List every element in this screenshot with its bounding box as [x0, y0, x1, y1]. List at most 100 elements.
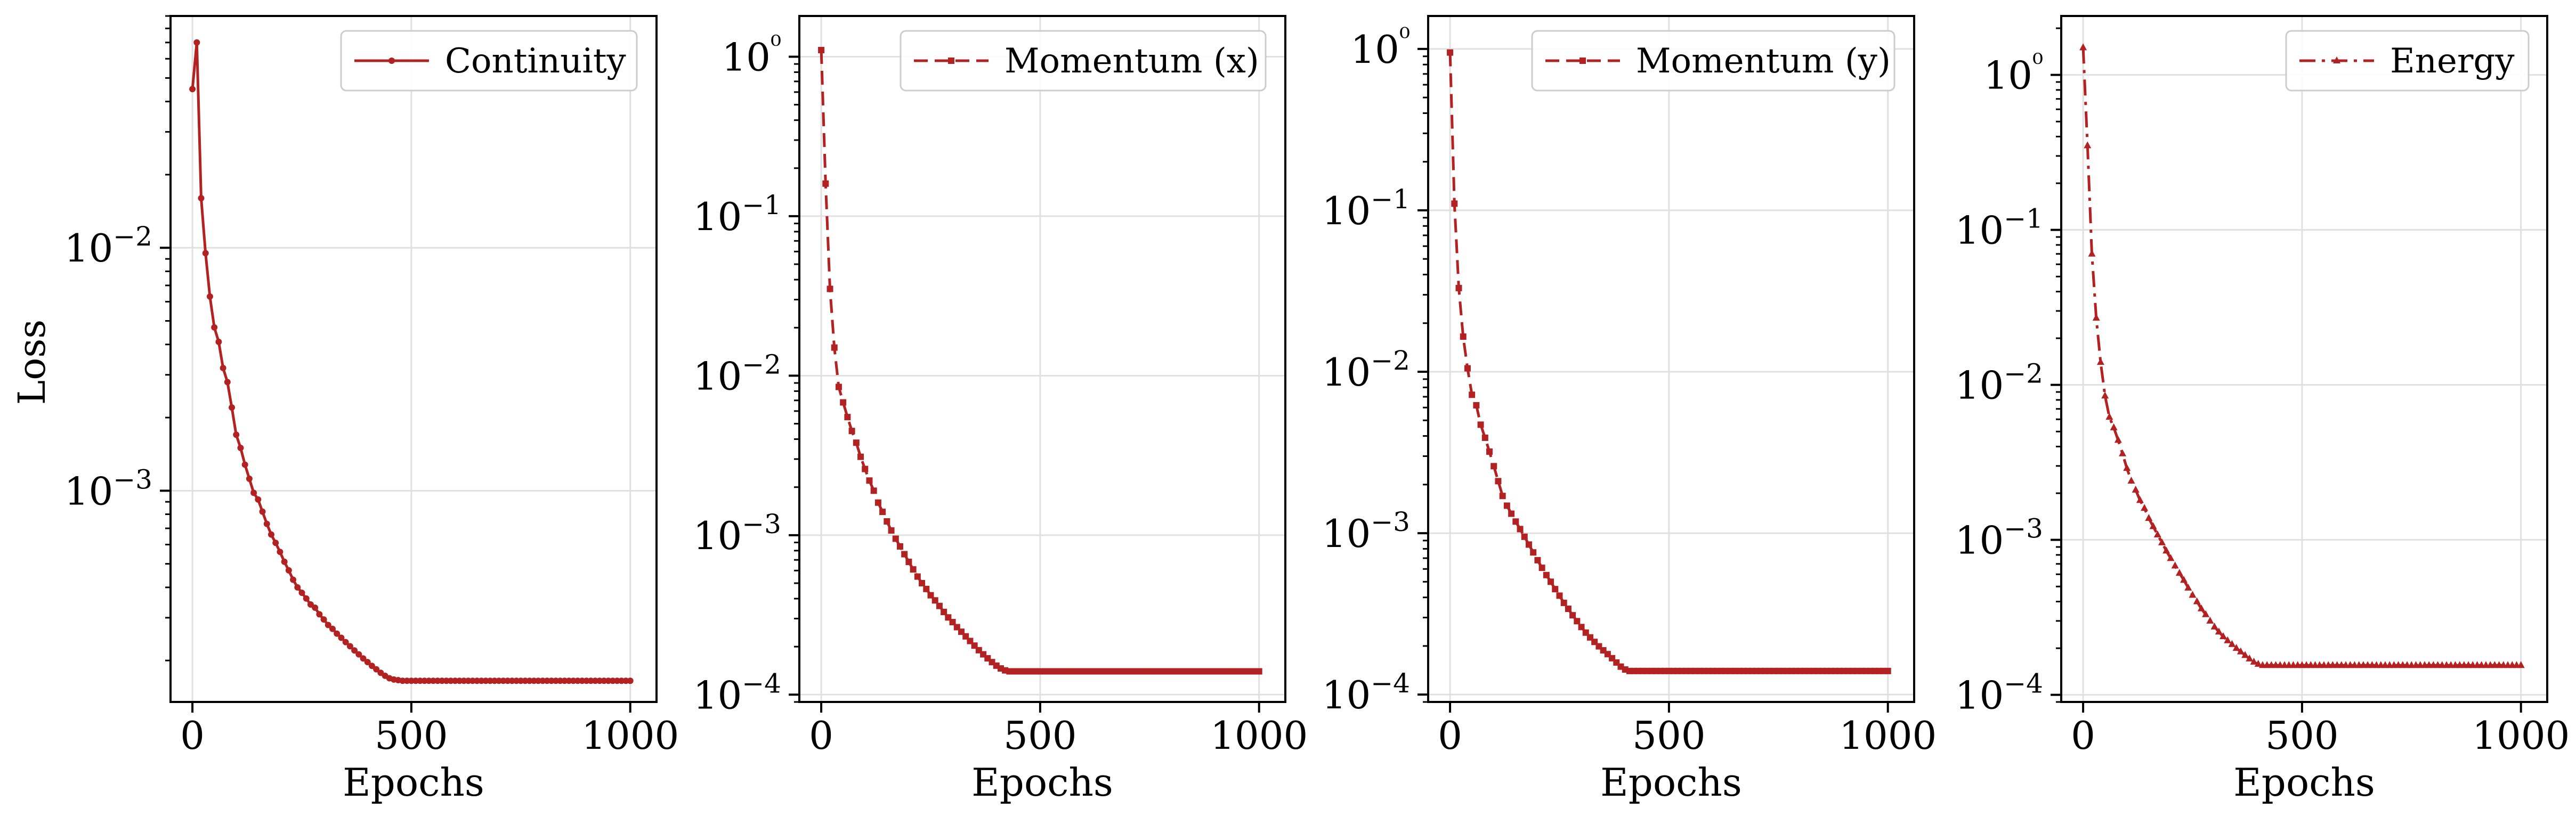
x-tick-label: 500	[1632, 713, 1705, 758]
data-point	[2210, 622, 2218, 630]
x-tick-label: 1000	[1210, 713, 1308, 758]
data-point	[1530, 549, 1537, 556]
data-point	[618, 677, 625, 684]
data-point	[220, 364, 226, 371]
data-point	[2123, 464, 2131, 471]
data-point	[905, 558, 912, 565]
data-point	[1525, 541, 1532, 548]
y-tick-label: 10−2	[1955, 358, 2043, 408]
data-point	[447, 677, 454, 684]
x-axis-label: Epochs	[1600, 760, 1742, 805]
data-point	[561, 677, 568, 684]
data-point	[627, 677, 634, 684]
data-point	[268, 531, 274, 538]
data-point	[896, 543, 903, 550]
data-point	[2197, 604, 2205, 611]
data-point	[496, 677, 503, 684]
data-point	[482, 677, 489, 684]
data-point	[822, 180, 829, 187]
data-point	[2162, 546, 2170, 554]
x-tick-label: 1000	[2472, 713, 2570, 758]
data-point	[517, 677, 524, 684]
data-point	[460, 677, 467, 684]
data-point	[2136, 496, 2144, 503]
data-point	[360, 655, 367, 662]
y-tick-label: 10−4	[693, 668, 781, 717]
data-point	[2215, 627, 2223, 635]
data-point	[2158, 538, 2166, 545]
data-point	[2228, 640, 2236, 647]
x-axis-label: Epochs	[343, 760, 484, 805]
data-point	[601, 677, 607, 684]
data-point	[2167, 554, 2175, 561]
data-point	[504, 677, 511, 684]
y-tick-label: 10⁰	[1983, 48, 2043, 98]
data-point	[539, 677, 546, 684]
data-point	[272, 540, 279, 546]
data-point	[1517, 526, 1524, 533]
y-tick-label: 10−3	[64, 464, 152, 513]
data-point	[443, 677, 450, 684]
data-point	[233, 431, 240, 438]
data-point	[2101, 391, 2109, 399]
data-point	[452, 677, 459, 684]
data-point	[2232, 644, 2240, 651]
x-axis-label: Epochs	[2233, 760, 2375, 805]
data-point	[2189, 591, 2197, 598]
data-point	[818, 47, 825, 54]
data-point	[1499, 493, 1506, 500]
data-point	[1582, 629, 1589, 636]
legend-label: Momentum (x)	[1005, 42, 1259, 81]
legend: Continuity	[340, 30, 638, 92]
data-point	[919, 579, 926, 586]
data-point	[2171, 561, 2179, 569]
data-point	[364, 659, 371, 666]
data-point	[2110, 423, 2118, 430]
data-point	[189, 86, 196, 93]
data-point	[2241, 651, 2249, 658]
legend: Momentum (x)	[900, 30, 1267, 92]
data-point	[338, 634, 345, 641]
data-point	[884, 518, 890, 525]
data-point	[408, 677, 415, 684]
data-point	[2193, 597, 2201, 604]
data-point	[1455, 284, 1462, 291]
data-point	[202, 250, 209, 257]
data-point	[351, 647, 358, 654]
y-tick-label: 10−2	[693, 349, 781, 398]
data-point	[513, 677, 520, 684]
data-point	[1486, 448, 1493, 455]
legend-marker	[1579, 58, 1586, 64]
y-tick-label: 10⁰	[1350, 22, 1410, 72]
y-tick-label: 10−1	[1955, 203, 2043, 253]
data-point	[1565, 606, 1571, 612]
data-point	[237, 445, 244, 452]
chart-panel-2: 0 500 1000 10−4 10−3 10−2 10−1 10⁰ Epochs Momentu…	[693, 15, 1308, 805]
y-tick-label: 10−1	[693, 190, 781, 239]
data-point	[2132, 485, 2140, 493]
data-point	[2149, 522, 2157, 529]
chart-panel-4: 0 500 1000 10−4 10−3 10−2 10−1 10⁰ Epochs Energy	[1955, 15, 2570, 805]
y-tick-label: 10−3	[693, 509, 781, 558]
data-point	[355, 651, 362, 658]
data-point	[862, 465, 869, 472]
data-point	[609, 677, 616, 684]
data-point	[2088, 249, 2096, 257]
x-tick-label: 500	[2265, 713, 2338, 758]
data-point	[491, 677, 498, 684]
data-point	[325, 622, 331, 628]
data-point	[840, 399, 847, 406]
data-point	[2206, 616, 2214, 624]
legend-marker	[948, 58, 954, 64]
data-point	[1255, 668, 1262, 675]
data-point	[2237, 647, 2245, 655]
data-point	[526, 677, 533, 684]
data-point	[901, 551, 908, 558]
data-point	[1473, 402, 1480, 409]
data-point	[848, 428, 855, 435]
data-point	[1447, 49, 1454, 56]
data-point	[544, 677, 550, 684]
y-tick-label: 10−4	[1322, 668, 1410, 717]
data-point	[2079, 43, 2087, 51]
legend: Momentum (y)	[1531, 30, 1895, 92]
